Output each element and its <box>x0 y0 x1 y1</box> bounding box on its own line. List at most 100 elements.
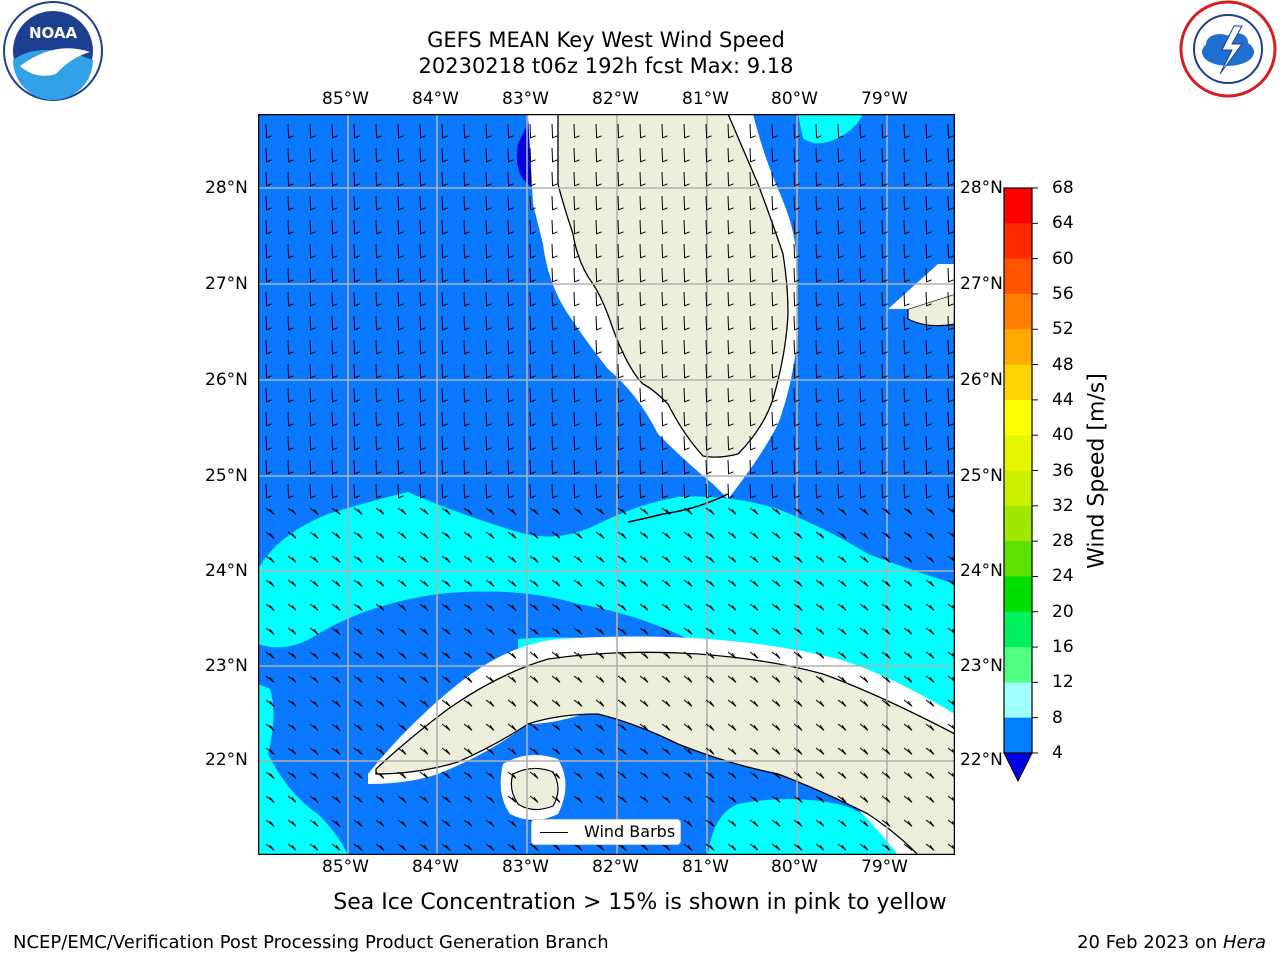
wind-barb <box>705 243 712 259</box>
wind-barb <box>947 387 954 403</box>
wind-barb <box>331 555 341 563</box>
wind-speed-map <box>258 114 955 855</box>
wind-barb <box>903 147 910 163</box>
wind-barb <box>441 603 451 611</box>
wind-barb <box>925 411 932 427</box>
wind-barb <box>485 435 492 451</box>
wind-barb <box>639 219 646 235</box>
wind-barb <box>551 771 561 779</box>
wind-barb <box>529 795 539 803</box>
wind-barb <box>617 123 624 139</box>
wind-barb <box>683 747 693 755</box>
wind-barb <box>441 555 451 563</box>
wind-barb <box>419 819 429 827</box>
wind-barb <box>947 363 954 379</box>
wind-barb <box>287 819 297 827</box>
wind-barb <box>265 579 275 587</box>
wind-barb <box>837 651 847 659</box>
wind-barb <box>397 843 407 851</box>
wind-barb <box>331 459 338 475</box>
wind-barb <box>353 171 360 187</box>
wind-barb <box>331 531 341 539</box>
wind-barb <box>881 819 891 827</box>
wind-barb <box>353 675 363 683</box>
wind-barb <box>947 771 955 779</box>
wind-barb <box>837 315 844 331</box>
wind-barb <box>683 123 690 139</box>
wind-barb <box>661 747 671 755</box>
colorbar-tick-label: 8 <box>1052 707 1063 728</box>
wind-barb <box>419 411 426 427</box>
wind-barb <box>463 123 470 139</box>
wind-barb <box>925 243 932 259</box>
wind-barb <box>881 483 888 499</box>
wind-barb <box>595 267 602 283</box>
wind-barb <box>309 675 319 683</box>
wind-barb <box>639 723 649 731</box>
wind-barb <box>793 219 800 235</box>
wind-barb <box>903 723 913 731</box>
wind-barb <box>881 555 891 563</box>
wind-barb <box>551 675 561 683</box>
colorbar-segment <box>1004 576 1032 613</box>
wind-barb <box>353 267 360 283</box>
wind-barb <box>441 123 448 139</box>
wind-barb <box>947 819 955 827</box>
wind-barb <box>287 579 297 587</box>
wind-barb <box>661 339 668 355</box>
wind-barb <box>375 243 382 259</box>
wind-barb <box>375 435 382 451</box>
wind-barb <box>507 699 517 707</box>
wind-barb <box>815 123 822 139</box>
wind-barb <box>639 483 646 499</box>
wind-barb <box>749 627 759 635</box>
wind-barb <box>925 531 935 539</box>
wind-barb <box>903 363 910 379</box>
wind-barb <box>441 579 451 587</box>
wind-barb <box>485 147 492 163</box>
wind-barb <box>617 243 624 259</box>
wind-barb <box>639 171 646 187</box>
wind-barb <box>639 771 649 779</box>
lon-tick-bottom: 81°W <box>682 857 729 877</box>
wind-barb <box>309 579 319 587</box>
wind-barb <box>551 363 558 379</box>
wind-barb <box>441 747 451 755</box>
legend-label: Wind Barbs <box>584 822 676 841</box>
wind-barb <box>507 531 517 539</box>
wind-barb <box>815 483 822 499</box>
wind-barb <box>705 339 712 355</box>
wind-barb <box>353 651 363 659</box>
wind-barb <box>265 819 275 827</box>
wind-barb <box>639 507 649 515</box>
wind-barb <box>661 219 668 235</box>
wind-barb <box>705 675 715 683</box>
wind-barb <box>683 627 693 635</box>
wind-barb <box>925 747 935 755</box>
wind-barb <box>485 675 495 683</box>
wind-barb <box>683 459 690 475</box>
wind-barb <box>485 363 492 379</box>
lat-tick-right: 23°N <box>960 656 1003 676</box>
colorbar-tick-label: 36 <box>1052 460 1074 481</box>
wind-barb <box>727 699 737 707</box>
wind-barb <box>683 555 693 563</box>
wind-barb <box>639 315 646 331</box>
wind-barb <box>485 555 495 563</box>
wind-barb <box>683 243 690 259</box>
wind-barb <box>331 699 341 707</box>
wind-barb <box>837 291 844 307</box>
wind-barb <box>925 267 932 283</box>
lon-tick-bottom: 85°W <box>322 857 369 877</box>
wind-barb <box>309 771 319 779</box>
wind-barb <box>837 507 847 515</box>
wind-barb <box>683 723 693 731</box>
wind-barb <box>639 795 649 803</box>
wind-barb <box>441 795 451 803</box>
wind-barb <box>749 315 756 331</box>
wind-barb <box>881 171 888 187</box>
wind-barb <box>727 243 734 259</box>
wind-barb <box>771 219 778 235</box>
wind-barb <box>727 291 734 307</box>
wind-barb <box>881 219 888 235</box>
